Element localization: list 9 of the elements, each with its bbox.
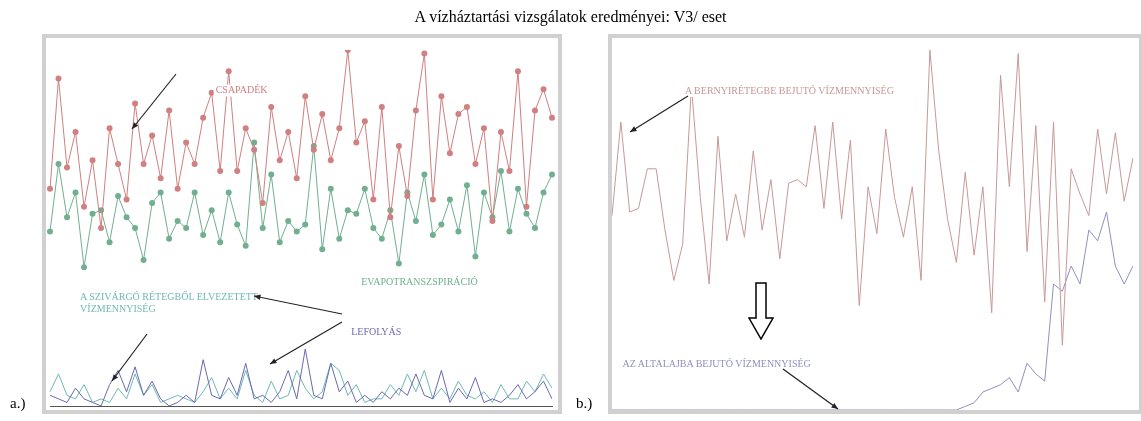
text: A SZIVÁRGÓ RÉTEGBŐL ELVEZETETT VÍZMENNYISÉG [80, 290, 258, 314]
text: a.) [10, 395, 26, 412]
text: b.) [576, 395, 593, 412]
chart-title: A vízháztartási vizsgálatok eredményei: V3/ eset [413, 8, 728, 26]
series-label: A BERNYIRÉTEGBE BEJUTÓ VÍZMENNYISÉG [684, 84, 894, 96]
text: LEFOLYÁS [351, 326, 402, 338]
text: AZ ALTALAJBA BEJUTÓ VÍZMENNYISÉG [622, 358, 811, 370]
series-label: EVAPOTRANSZSPIRÁCIÓ [361, 276, 478, 288]
series-label: CSAPADÉK [215, 84, 269, 96]
